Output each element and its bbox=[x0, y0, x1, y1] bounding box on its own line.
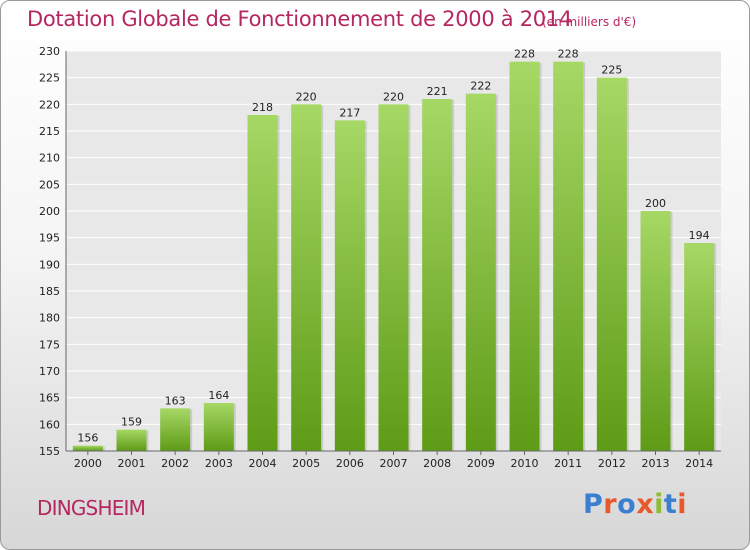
y-tick-label: 160 bbox=[39, 418, 60, 431]
y-tick-label: 215 bbox=[39, 125, 60, 138]
bar-value-label: 221 bbox=[427, 85, 448, 98]
bar-value-label: 159 bbox=[121, 416, 142, 429]
y-tick-label: 185 bbox=[39, 285, 60, 298]
bar-value-label: 228 bbox=[514, 48, 535, 61]
bar bbox=[640, 211, 671, 451]
bar bbox=[553, 61, 584, 452]
logo-letter: t bbox=[663, 489, 678, 520]
chart-title: Dotation Globale de Fonctionnement de 20… bbox=[27, 7, 572, 31]
bar-value-label: 220 bbox=[383, 90, 404, 103]
x-tick-label: 2003 bbox=[205, 457, 233, 470]
y-axis: 155 160 165 170 175 180 185 190 195 200 205 210 215 2… bbox=[39, 45, 67, 458]
x-tick-label: 2001 bbox=[118, 457, 146, 470]
bar bbox=[116, 429, 147, 451]
y-tick-label: 155 bbox=[39, 445, 60, 458]
bar bbox=[203, 403, 234, 451]
bar bbox=[72, 445, 103, 451]
y-tick-label: 165 bbox=[39, 392, 60, 405]
bars: 156 159 163 164 218 220 217 220 221 222 228 228 225 2… bbox=[72, 48, 717, 452]
x-tick-label: 2002 bbox=[161, 457, 189, 470]
bar bbox=[291, 104, 322, 451]
x-tick-label: 2000 bbox=[74, 457, 102, 470]
x-tick-label: 2005 bbox=[292, 457, 320, 470]
y-tick-label: 230 bbox=[39, 45, 60, 58]
bar-value-label: 200 bbox=[645, 197, 666, 210]
x-tick-label: 2011 bbox=[554, 457, 582, 470]
bar bbox=[596, 77, 627, 452]
x-tick-label: 2006 bbox=[336, 457, 364, 470]
x-tick-label: 2009 bbox=[467, 457, 495, 470]
x-tick-label: 2010 bbox=[511, 457, 539, 470]
y-tick-label: 220 bbox=[39, 98, 60, 111]
bar bbox=[509, 61, 540, 452]
bar bbox=[378, 104, 409, 451]
x-tick-label: 2013 bbox=[642, 457, 670, 470]
proxiti-logo: Proxiti bbox=[583, 489, 687, 520]
bar bbox=[422, 99, 453, 451]
y-tick-label: 195 bbox=[39, 232, 60, 245]
x-tick-label: 2012 bbox=[598, 457, 626, 470]
y-tick-label: 205 bbox=[39, 178, 60, 191]
bar bbox=[465, 93, 496, 452]
logo-letter: P bbox=[583, 489, 604, 520]
chart-unit: (en milliers d'€) bbox=[542, 15, 637, 29]
x-axis: 2000 2001 2002 2003 2004 2005 2006 2007 2008 2009… bbox=[66, 450, 721, 470]
y-tick-label: 170 bbox=[39, 365, 60, 378]
logo-letter: i bbox=[677, 489, 688, 520]
y-tick-label: 180 bbox=[39, 312, 60, 325]
bar-value-label: 220 bbox=[296, 90, 317, 103]
bar bbox=[247, 115, 278, 451]
bar-value-label: 222 bbox=[470, 80, 491, 93]
bar-value-label: 164 bbox=[208, 389, 229, 402]
x-tick-label: 2008 bbox=[423, 457, 451, 470]
bar-value-label: 228 bbox=[558, 48, 579, 61]
y-tick-label: 225 bbox=[39, 72, 60, 85]
logo-letter: o bbox=[617, 489, 637, 520]
logo-letter: x bbox=[636, 489, 655, 520]
logo-letter: i bbox=[654, 489, 664, 520]
y-tick-label: 175 bbox=[39, 338, 60, 351]
bar-value-label: 163 bbox=[165, 394, 186, 407]
bar-value-label: 225 bbox=[601, 64, 622, 77]
city-name: DINGSHEIM bbox=[37, 496, 146, 520]
bar bbox=[160, 408, 191, 451]
x-tick-label: 2007 bbox=[380, 457, 408, 470]
x-tick-label: 2014 bbox=[685, 457, 713, 470]
bar-value-label: 217 bbox=[339, 106, 360, 119]
bar-value-label: 218 bbox=[252, 101, 273, 114]
y-tick-label: 200 bbox=[39, 205, 60, 218]
y-tick-label: 190 bbox=[39, 258, 60, 271]
bar-value-label: 156 bbox=[77, 432, 98, 445]
y-tick-label: 210 bbox=[39, 152, 60, 165]
x-tick-label: 2004 bbox=[249, 457, 277, 470]
bar bbox=[684, 243, 715, 451]
logo-letter: r bbox=[603, 489, 618, 520]
bar-value-label: 194 bbox=[689, 229, 710, 242]
bar bbox=[334, 120, 365, 451]
